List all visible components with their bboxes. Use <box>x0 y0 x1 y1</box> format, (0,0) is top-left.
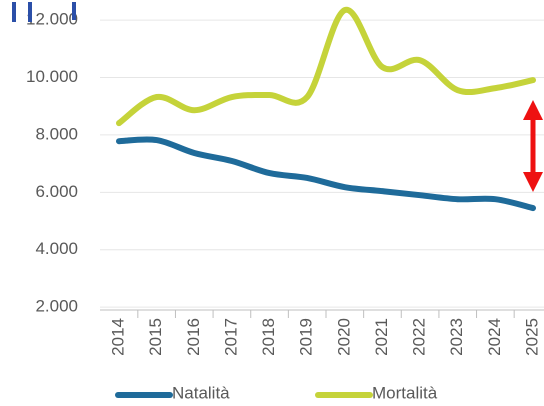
x-tick-label: 2021 <box>372 318 391 356</box>
series-line <box>116 7 536 127</box>
y-tick-label: 4.000 <box>35 239 78 258</box>
y-tick-label: 2.000 <box>35 297 78 316</box>
series-line <box>116 136 536 212</box>
x-tick-label: 2020 <box>334 318 353 356</box>
y-tick-label: 8.000 <box>35 124 78 143</box>
x-tick-label: 2019 <box>297 318 316 356</box>
x-tick-label: 2024 <box>485 318 504 356</box>
x-tick-label: 2022 <box>410 318 429 356</box>
x-tick-label: 2025 <box>522 318 541 356</box>
y-tick-label: 12.000 <box>26 10 78 29</box>
legend-label: Natalità <box>172 383 230 402</box>
gap-arrow <box>523 100 543 192</box>
x-tick-label: 2015 <box>146 318 165 356</box>
x-tick-label: 2018 <box>259 318 278 356</box>
y-tick-label: 6.000 <box>35 182 78 201</box>
x-tick-label: 2016 <box>184 318 203 356</box>
plot: 2.000 4.000 6.000 8.000 10.000 12.000 2014 2015… <box>26 7 544 402</box>
decoration <box>12 2 76 22</box>
x-tick-label: 2014 <box>108 318 127 356</box>
x-tick-label: 2017 <box>221 318 240 356</box>
x-tick-label: 2023 <box>447 318 466 356</box>
legend-label: Mortalità <box>372 383 438 402</box>
y-tick-label: 10.000 <box>26 67 78 86</box>
